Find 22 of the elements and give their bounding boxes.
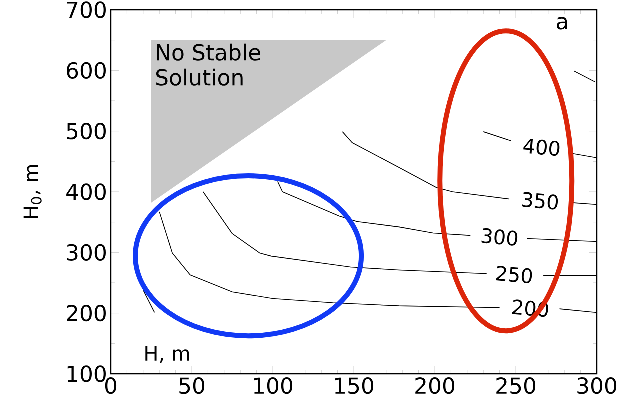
y-tick-label: 200: [67, 305, 106, 322]
x-tick-label: 200: [416, 378, 455, 394]
x-tick-label: 100: [254, 378, 293, 394]
series-label: 250: [496, 266, 532, 284]
y-tick-label: 500: [67, 123, 106, 140]
y-tick-label: 100: [68, 366, 106, 382]
y-tick-label: 600: [67, 62, 106, 79]
y-tick-label: 700: [67, 2, 106, 18]
x-tick-label: 250: [496, 378, 536, 394]
x-tick-label: 300: [578, 378, 617, 394]
y-tick-label: 400: [66, 184, 106, 200]
series-label: 350: [522, 192, 558, 210]
series-label: 400: [524, 139, 560, 156]
x-tick-label: 50: [180, 378, 205, 394]
y-axis-title: H$_{0}$, m: [24, 165, 42, 218]
x-tick-label: 150: [335, 378, 374, 394]
x-tick-label: 0: [105, 378, 117, 394]
series-label: No Stable Solution: [156, 44, 260, 86]
x-axis-title: H, m: [146, 346, 190, 364]
y-tick-label: 300: [67, 244, 106, 261]
series-label: 300: [482, 228, 518, 246]
annotation: a: [557, 17, 568, 30]
